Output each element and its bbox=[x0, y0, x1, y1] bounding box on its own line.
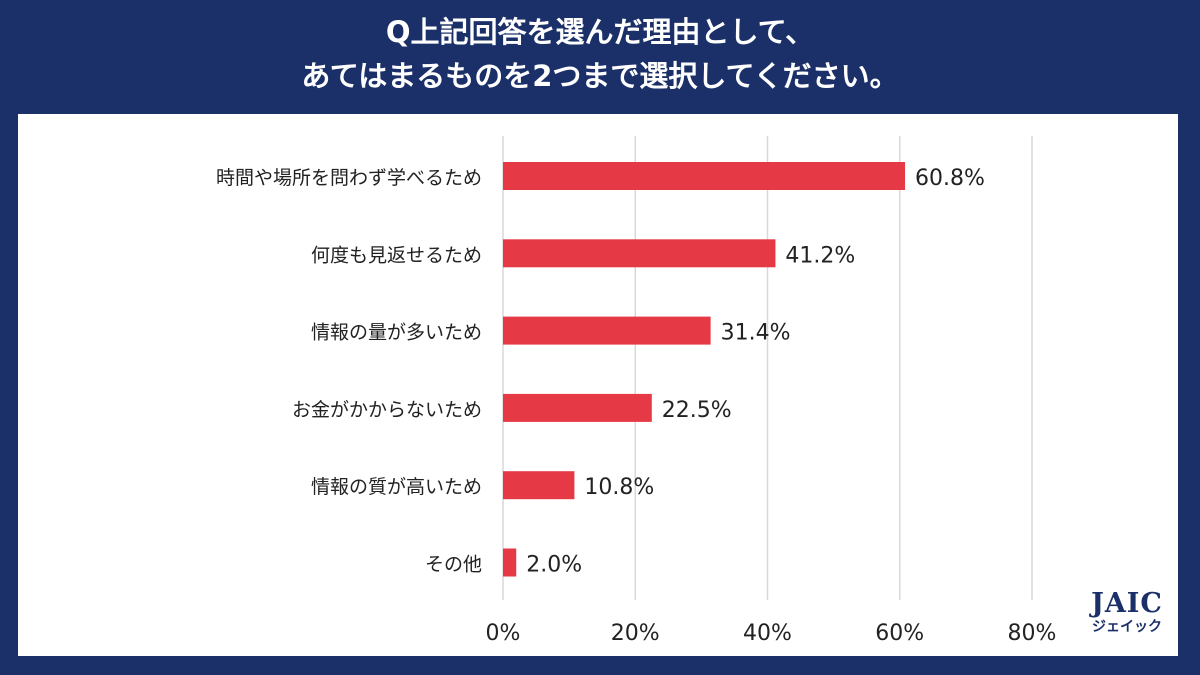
bar bbox=[503, 162, 906, 190]
x-tick-label: 20% bbox=[611, 621, 660, 646]
logo-sub: ジェイック bbox=[1092, 619, 1162, 635]
x-tick-label: 40% bbox=[743, 621, 792, 646]
data-label: 2.0% bbox=[526, 553, 582, 578]
category-label: 何度も見返せるため bbox=[311, 244, 482, 266]
title-line-2: あてはまるものを2つまで選択してください。 bbox=[301, 59, 899, 93]
category-label: 時間や場所を問わず学べるため bbox=[216, 167, 482, 189]
data-label: 31.4% bbox=[721, 321, 791, 346]
x-tick-label: 80% bbox=[1008, 621, 1057, 646]
bar bbox=[503, 548, 517, 577]
category-label: 情報の質が高いため bbox=[311, 476, 482, 498]
category-label: お金がかからないため bbox=[292, 399, 482, 421]
chart-title: Q上記回答を選んだ理由として、 あてはまるものを2つまで選択してください。 bbox=[0, 10, 1200, 98]
category-label: その他 bbox=[425, 554, 482, 576]
bar bbox=[503, 239, 776, 268]
logo-main: JAIC bbox=[1091, 588, 1163, 619]
category-label: 情報の量が多いため bbox=[311, 322, 482, 344]
data-label: 60.8% bbox=[915, 166, 985, 191]
data-label: 22.5% bbox=[662, 398, 732, 423]
title-line-1: Q上記回答を選んだ理由として、 bbox=[385, 15, 815, 49]
bar bbox=[503, 393, 652, 422]
bar bbox=[503, 316, 711, 345]
data-label: 10.8% bbox=[584, 475, 654, 500]
data-label: 41.2% bbox=[785, 243, 855, 268]
jaic-logo: JAIC ジェイック bbox=[1082, 590, 1172, 636]
bar bbox=[503, 471, 575, 500]
x-tick-label: 60% bbox=[875, 621, 924, 646]
chart-panel bbox=[18, 114, 1178, 656]
x-tick-label: 0% bbox=[486, 621, 521, 646]
